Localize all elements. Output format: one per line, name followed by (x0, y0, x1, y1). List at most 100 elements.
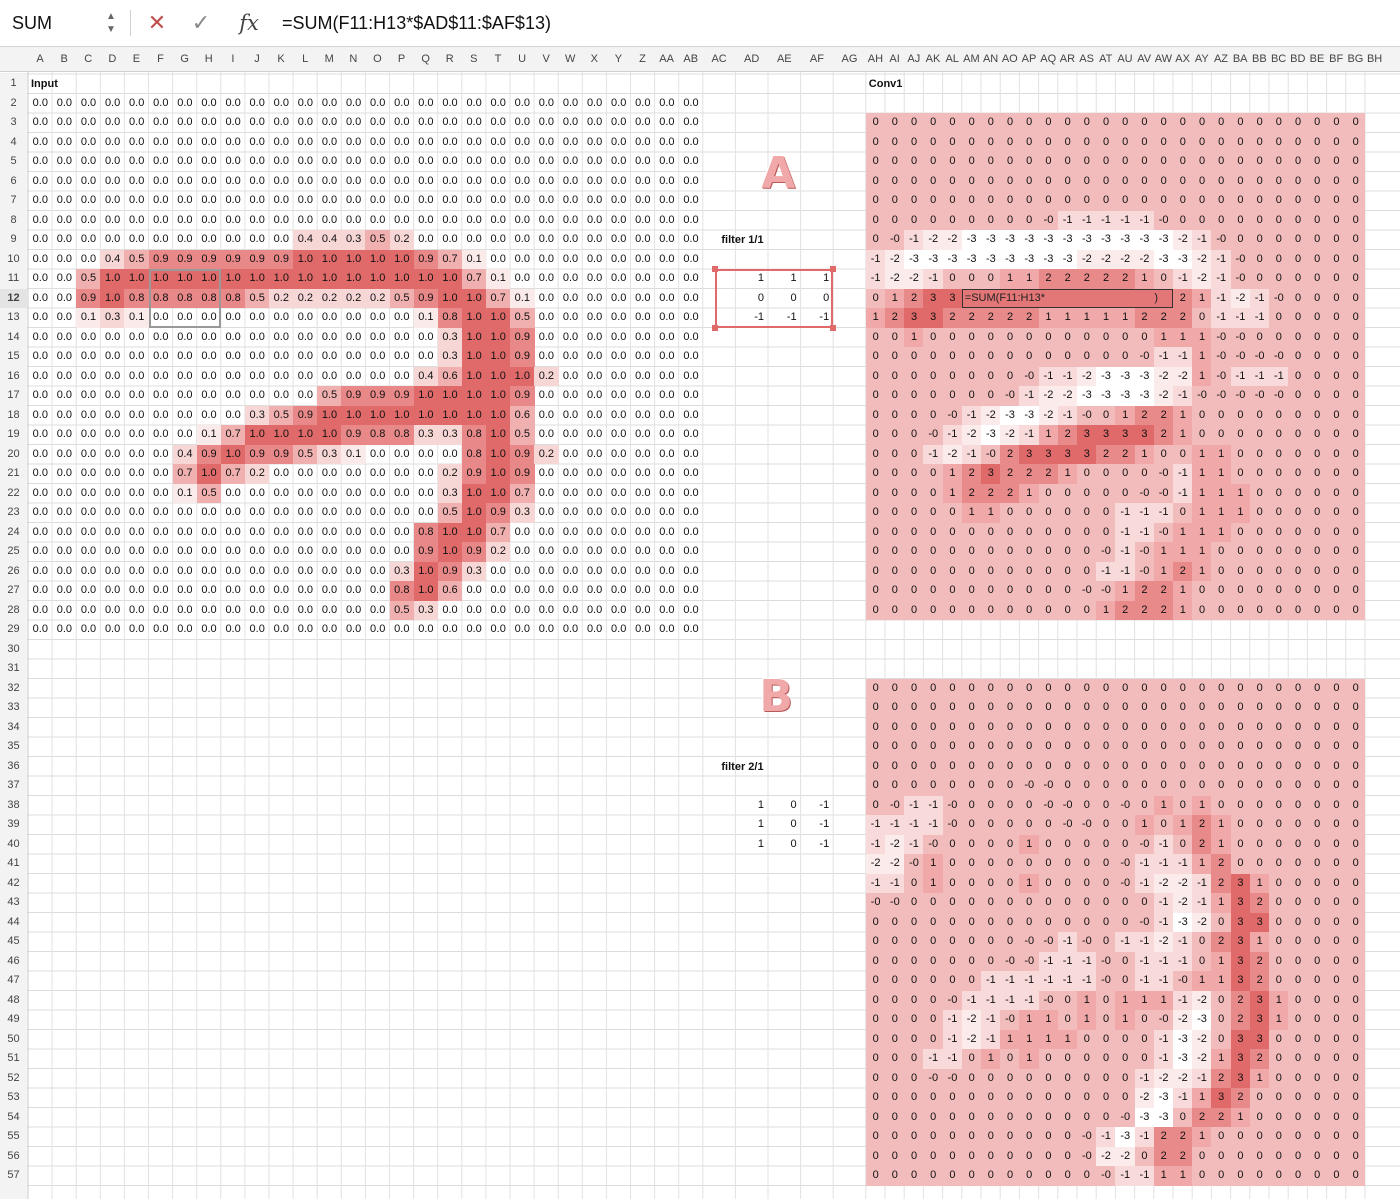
input-cell[interactable]: 0.0 (635, 603, 651, 616)
input-cell[interactable]: 0.0 (177, 213, 193, 226)
conv1-b-cell[interactable]: 0 (1269, 1127, 1289, 1147)
column-header-ar[interactable]: AR (1059, 53, 1076, 65)
conv1-a-cell[interactable]: 0 (1249, 503, 1270, 523)
conv1-a-cell[interactable]: 0 (1192, 405, 1212, 425)
row-header[interactable]: 8 (0, 210, 27, 230)
conv1-a-cell[interactable]: 0 (923, 347, 944, 367)
filter-b-cell[interactable]: 1 (757, 837, 764, 850)
conv1-b-cell[interactable]: -1 (1153, 854, 1174, 874)
input-cell[interactable]: 0.0 (321, 155, 338, 167)
conv1-b-cell[interactable]: 0 (981, 834, 1001, 854)
conv1-a-cell[interactable]: 0 (981, 542, 1001, 562)
input-cell[interactable]: 0.0 (538, 564, 555, 577)
conv1-a-cell[interactable]: 0 (1153, 132, 1174, 152)
conv1-b-cell[interactable]: 0 (904, 1127, 924, 1147)
conv1-b-cell[interactable]: 0 (1307, 1049, 1328, 1069)
conv1-a-cell[interactable]: 0 (1057, 503, 1078, 523)
conv1-a-cell[interactable]: 1 (1192, 444, 1212, 464)
input-cell[interactable]: 0.0 (153, 116, 169, 128)
conv1-b-cell[interactable]: -1 (1192, 893, 1212, 913)
conv1-a-cell[interactable]: 0 (865, 464, 886, 484)
conv1-a-cell[interactable]: 0 (981, 347, 1001, 367)
input-cell[interactable]: 0.0 (201, 389, 217, 401)
conv1-b-cell[interactable]: 0 (923, 717, 944, 737)
conv1-a-cell[interactable]: 0 (1269, 191, 1289, 211)
input-cell[interactable]: 0.0 (418, 116, 434, 128)
column-header-b[interactable]: B (60, 53, 68, 65)
column-header-i[interactable]: I (231, 53, 235, 65)
conv1-b-cell[interactable]: -2 (1192, 1049, 1212, 1069)
conv1-b-cell[interactable]: 0 (1345, 932, 1366, 952)
conv1-a-cell[interactable]: -2 (961, 425, 982, 445)
conv1-b-cell[interactable]: -1 (885, 873, 905, 893)
conv1-a-cell[interactable]: -3 (1115, 230, 1136, 250)
conv1-b-cell[interactable]: 0 (1269, 717, 1289, 737)
filter-a-cell[interactable]: 1 (757, 272, 764, 284)
column-header-ae[interactable]: AE (776, 53, 792, 65)
conv1-a-cell[interactable]: 0 (1019, 210, 1040, 230)
column-header-ac[interactable]: AC (711, 53, 727, 65)
conv1-b-cell[interactable]: 0 (923, 756, 944, 776)
input-cell[interactable]: 0.0 (297, 135, 314, 148)
conv1-b-cell[interactable]: 0 (904, 1029, 924, 1049)
conv1-a-cell[interactable]: 0 (1000, 327, 1020, 347)
input-cell[interactable]: 0.0 (56, 194, 73, 206)
input-cell[interactable]: 0.0 (514, 174, 530, 187)
input-cell[interactable]: 0.0 (225, 350, 241, 362)
conv1-a-cell[interactable]: 0 (1307, 425, 1328, 445)
conv1-b-cell[interactable]: -1 (942, 1010, 963, 1030)
input-cell[interactable]: 0.8 (389, 425, 415, 445)
input-cell[interactable]: 0.0 (466, 603, 482, 616)
input-cell[interactable]: 0.0 (635, 174, 651, 187)
conv1-b-cell[interactable]: 0 (1077, 873, 1097, 893)
column-header-f[interactable]: F (157, 53, 164, 65)
input-cell[interactable]: 0.0 (80, 584, 97, 596)
row-header[interactable]: 36 (0, 756, 27, 776)
conv1-b-cell[interactable]: 0 (1096, 776, 1116, 796)
conv1-a-cell[interactable]: -2 (1134, 249, 1155, 269)
conv1-a-cell[interactable]: -0 (1230, 249, 1251, 269)
conv1-b-cell[interactable]: 0 (865, 776, 886, 796)
input-cell[interactable]: 0.5 (293, 444, 318, 464)
conv1-b-cell[interactable]: 0 (923, 1029, 944, 1049)
input-cell[interactable]: 0.0 (56, 291, 73, 304)
conv1-a-cell[interactable]: 0 (1288, 444, 1308, 464)
conv1-b-cell[interactable]: 0 (1307, 1107, 1328, 1127)
conv1-a-cell[interactable]: 0 (1288, 483, 1308, 503)
input-cell[interactable]: 0.0 (297, 213, 314, 226)
conv1-b-cell[interactable]: 0 (1345, 1010, 1366, 1030)
conv1-b-cell[interactable]: -1 (1096, 1127, 1116, 1147)
row-header[interactable]: 52 (0, 1068, 27, 1088)
conv1-b-cell[interactable]: 0 (1288, 1049, 1308, 1069)
conv1-a-cell[interactable]: 3 (942, 288, 963, 308)
input-cell[interactable]: 0.0 (177, 506, 193, 518)
conv1-a-cell[interactable]: 0 (904, 503, 924, 523)
conv1-a-cell[interactable]: 0 (1000, 152, 1020, 172)
input-cell[interactable]: 0.0 (683, 584, 699, 596)
input-cell[interactable]: 0.0 (80, 330, 97, 343)
conv1-b-cell[interactable]: 1 (1211, 971, 1232, 991)
conv1-b-cell[interactable]: 0 (1288, 854, 1308, 874)
conv1-a-cell[interactable]: 0 (1288, 503, 1308, 523)
conv1-b-cell[interactable]: 0 (1192, 678, 1212, 698)
row-header[interactable]: 5 (0, 152, 27, 172)
conv1-a-cell[interactable]: -3 (1077, 230, 1097, 250)
input-cell[interactable]: 0.0 (56, 96, 73, 109)
input-cell[interactable]: 0.9 (510, 386, 535, 406)
conv1-b-cell[interactable]: 0 (1000, 815, 1020, 835)
input-cell[interactable]: 0.7 (437, 249, 463, 269)
input-cell[interactable]: 0.0 (586, 233, 603, 245)
conv1-a-cell[interactable]: -1 (1115, 503, 1136, 523)
input-cell[interactable]: 0.2 (293, 288, 318, 308)
conv1-b-cell[interactable]: -0 (1077, 815, 1097, 835)
conv1-a-cell[interactable]: 0 (1345, 347, 1366, 367)
input-cell[interactable]: 0.0 (394, 623, 410, 635)
conv1-b-cell[interactable]: -2 (1192, 912, 1212, 932)
conv1-b-cell[interactable]: -1 (1057, 971, 1078, 991)
conv1-a-cell[interactable]: 2 (1173, 561, 1193, 581)
conv1-b-cell[interactable]: 0 (1000, 1146, 1020, 1166)
conv1-b-cell[interactable]: 3 (1249, 912, 1270, 932)
conv1-b-cell[interactable]: 1 (1115, 1010, 1136, 1030)
conv1-b-cell[interactable]: 0 (865, 737, 886, 757)
input-cell[interactable]: 0.0 (370, 330, 386, 343)
